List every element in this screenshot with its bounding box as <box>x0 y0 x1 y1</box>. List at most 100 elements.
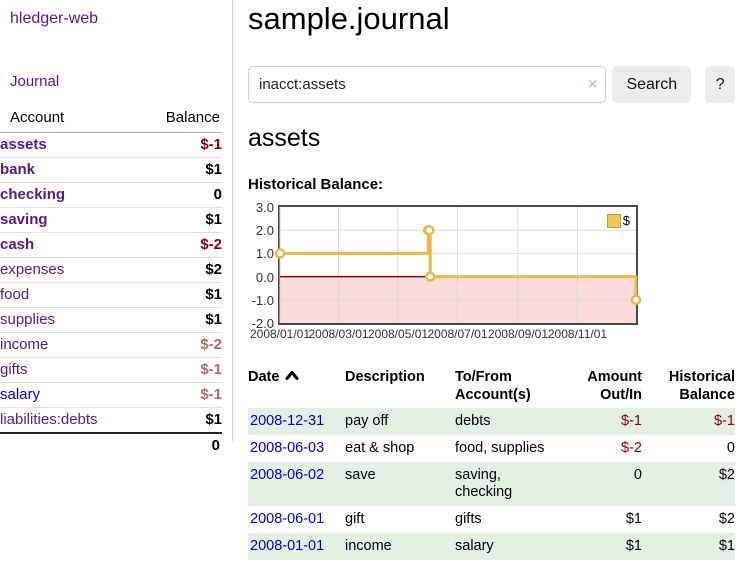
transaction-amount: 0 <box>633 467 642 483</box>
search-input[interactable] <box>248 66 607 103</box>
transaction-date-link[interactable]: 2008-06-01 <box>250 511 325 527</box>
account-column-header: Account <box>0 104 141 133</box>
account-balance: $-1 <box>140 357 222 383</box>
account-balance: $2 <box>140 257 222 283</box>
y-axis-label: 2.0 <box>255 223 274 239</box>
y-axis-label: 3.0 <box>255 200 274 215</box>
chart-title: Historical Balance: <box>248 176 384 193</box>
sidebar: hledger-web Journal Account Balance asse… <box>0 0 233 458</box>
x-axis-label: 2008/03/01 <box>308 327 369 341</box>
transaction-balance: $-1 <box>714 413 735 429</box>
transaction-date-link[interactable]: 2008-06-03 <box>250 440 325 456</box>
account-balance: $1 <box>140 207 222 233</box>
date-header-label: Date <box>248 369 280 385</box>
account-link-checking[interactable]: checking <box>0 186 66 203</box>
account-link-saving[interactable]: saving <box>0 211 48 228</box>
page-title: sample.journal <box>248 1 450 36</box>
transaction-description: pay off <box>345 413 389 429</box>
amount-column-header: Amount Out/In <box>587 369 642 403</box>
account-balance: $-2 <box>140 332 222 358</box>
balance-column-header: Balance <box>140 104 222 133</box>
account-balance: $1 <box>140 157 222 183</box>
account-row: expenses $2 <box>0 257 222 283</box>
transaction-date-link[interactable]: 2008-12-31 <box>250 413 325 429</box>
account-row: gifts $-1 <box>0 357 222 383</box>
account-balance: 0 <box>140 182 222 208</box>
account-link-cash[interactable]: cash <box>0 236 35 253</box>
accounts-table-header: Account Balance <box>0 104 222 133</box>
accounts-total-row: 0 <box>0 432 222 458</box>
transaction-accounts: salary <box>455 538 494 554</box>
search-box: × <box>248 66 607 103</box>
search-button[interactable]: Search <box>612 66 692 103</box>
x-axis-label: 2008/11/01 <box>547 327 608 341</box>
transaction-row: 2008-06-03 eat & shop food, supplies $-2… <box>248 435 735 462</box>
account-row: food $1 <box>0 282 222 308</box>
transaction-date-link[interactable]: 2008-06-02 <box>250 467 325 483</box>
account-link-income[interactable]: income <box>0 336 49 353</box>
search-form: × Search ? <box>248 66 735 103</box>
legend-label: $ <box>622 213 630 228</box>
account-row: saving $1 <box>0 207 222 233</box>
chart-legend: $ <box>606 213 630 228</box>
transaction-balance: $2 <box>718 511 735 527</box>
help-button[interactable]: ? <box>705 66 735 103</box>
legend-swatch-icon <box>606 213 621 228</box>
account-link-assets[interactable]: assets <box>0 136 47 153</box>
account-link-salary[interactable]: salary <box>0 386 41 403</box>
chart-plot-area: $ <box>274 205 642 325</box>
transaction-amount: $1 <box>625 538 642 554</box>
sort-ascending-icon <box>285 371 299 380</box>
balance-column-header: Historical Balance <box>668 369 735 403</box>
transaction-row: 2008-01-01 income salary $1 $1 <box>248 533 735 560</box>
x-axis-label: 2008/01/01 <box>249 327 311 341</box>
brand-link[interactable]: hledger-web <box>10 10 99 27</box>
transaction-accounts: saving, checking <box>455 467 513 500</box>
sidebar-item-journal[interactable]: Journal <box>10 73 60 90</box>
register-table: Date Description To/From Account(s) Amou… <box>248 365 735 560</box>
historical-balance-chart: $ 3.0 2.0 1.0 0.0 -1.0 -2.0 2008/01/01 2008/03/… <box>248 200 735 348</box>
transaction-description: save <box>345 467 376 483</box>
account-link-supplies[interactable]: supplies <box>0 311 56 328</box>
y-axis-label: 1.0 <box>255 246 274 262</box>
main-content: sample.journal × Search ? assets Histori… <box>248 0 735 560</box>
x-axis-label: 2008/07/01 <box>427 327 488 341</box>
y-axis-label: -2.0 <box>251 316 274 331</box>
transaction-balance: $2 <box>718 467 735 483</box>
description-column-header: Description <box>345 369 425 385</box>
transaction-amount: $-1 <box>621 413 642 429</box>
account-link-bank[interactable]: bank <box>0 161 36 178</box>
account-link-food[interactable]: food <box>0 286 30 303</box>
accounts-column-header: To/From Account(s) <box>455 369 531 403</box>
transaction-accounts: food, supplies <box>455 440 545 456</box>
account-page-title: assets <box>248 124 321 152</box>
account-row: bank $1 <box>0 157 222 183</box>
account-row: checking 0 <box>0 182 222 208</box>
accounts-total-value: 0 <box>0 432 222 458</box>
transaction-description: gift <box>345 511 365 527</box>
transaction-balance: $1 <box>718 538 735 554</box>
transaction-accounts: gifts <box>455 511 482 527</box>
transaction-balance: 0 <box>726 440 735 456</box>
account-link-gifts[interactable]: gifts <box>0 361 28 378</box>
register-header-row: Date Description To/From Account(s) Amou… <box>248 365 735 408</box>
account-row: salary $-1 <box>0 382 222 408</box>
account-row: income $-2 <box>0 332 222 358</box>
transaction-description: eat & shop <box>345 440 415 456</box>
transaction-date-link[interactable]: 2008-01-01 <box>250 538 325 554</box>
transaction-row: 2008-12-31 pay off debts $-1 $-1 <box>248 408 735 435</box>
clear-search-icon[interactable]: × <box>588 75 598 93</box>
x-axis-label: 2008/09/01 <box>487 327 548 341</box>
account-balance: $1 <box>140 407 222 433</box>
account-link-expenses[interactable]: expenses <box>0 261 65 278</box>
account-balance: $1 <box>140 282 222 308</box>
account-row: cash $-2 <box>0 232 222 258</box>
account-balance: $-1 <box>140 382 222 408</box>
account-balance: $-1 <box>200 136 222 153</box>
transaction-row: 2008-06-02 save saving, checking 0 $2 <box>248 462 735 506</box>
account-row: assets $-1 <box>0 133 222 158</box>
y-axis-label: 0.0 <box>255 269 274 285</box>
y-axis-label: -1.0 <box>251 292 274 308</box>
account-row: liabilities:debts $1 <box>0 407 222 433</box>
account-link-liabilities-debts[interactable]: liabilities:debts <box>0 411 98 428</box>
